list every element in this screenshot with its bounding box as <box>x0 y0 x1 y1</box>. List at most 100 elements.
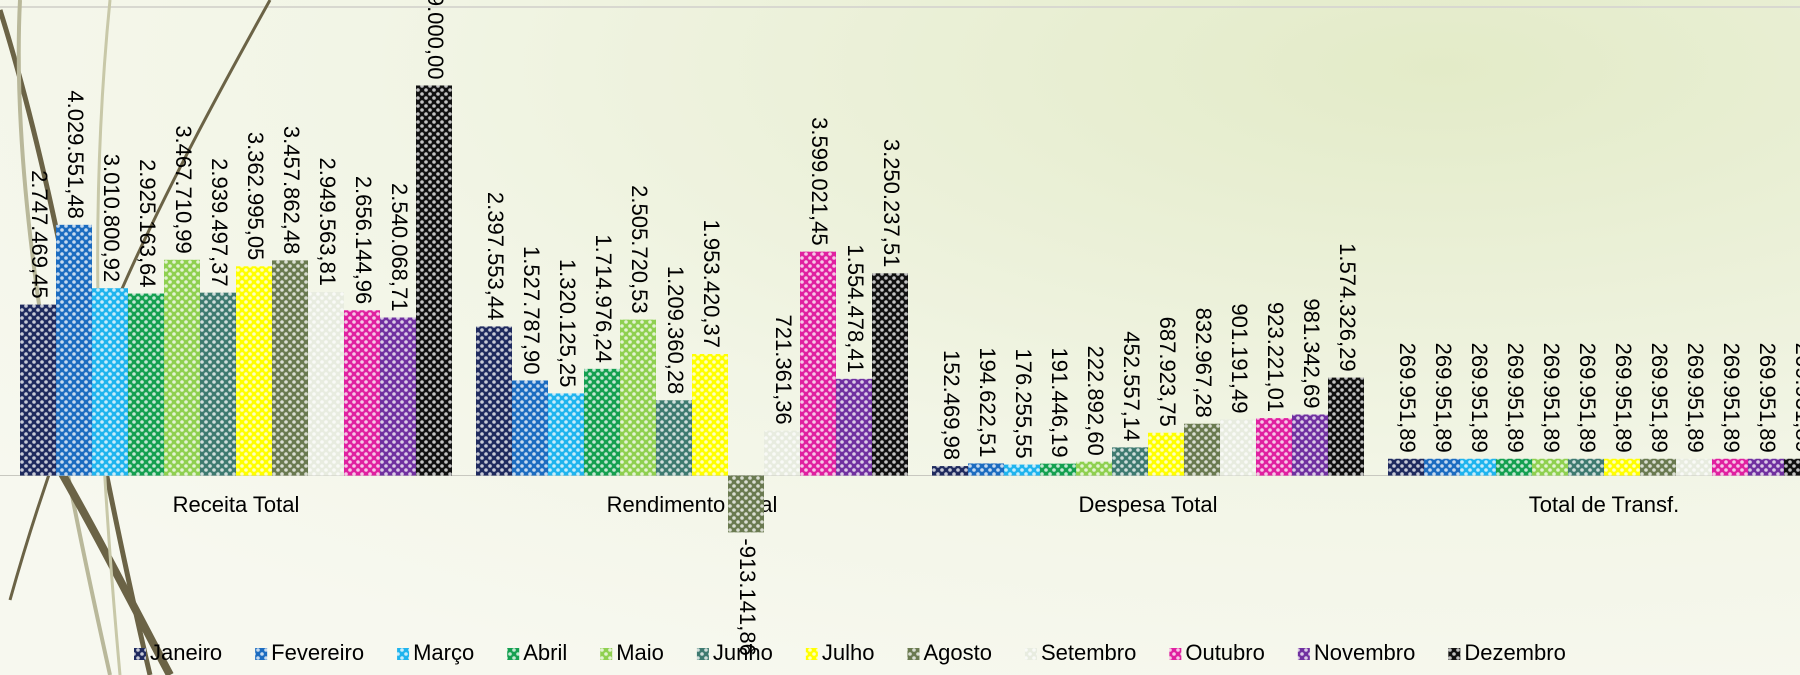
bar <box>1640 458 1676 476</box>
legend-marker <box>507 648 520 660</box>
bar <box>476 326 512 476</box>
bar <box>800 251 836 476</box>
data-label: 269.951,89 <box>1395 343 1420 453</box>
bar <box>1532 458 1568 476</box>
bar <box>92 288 128 476</box>
legend-marker <box>1024 648 1037 660</box>
legend-marker <box>1169 648 1182 660</box>
legend-label: Outubro <box>1185 640 1265 665</box>
data-label: 269.951,89 <box>1791 343 1800 453</box>
legend-marker <box>1448 648 1461 660</box>
bar <box>1328 377 1364 476</box>
bar <box>692 354 728 476</box>
data-label: 2.540.068,71 <box>387 183 412 311</box>
bar <box>1568 458 1604 476</box>
bar <box>1184 423 1220 476</box>
legend-label: Junho <box>713 640 773 665</box>
bar <box>620 319 656 476</box>
bar <box>308 292 344 476</box>
legend-label: Abril <box>523 640 567 665</box>
bar <box>344 310 380 476</box>
legend-marker <box>1297 648 1310 660</box>
legend-label: Setembro <box>1041 640 1136 665</box>
bar <box>1784 458 1800 476</box>
legend-marker <box>397 648 410 660</box>
data-label: -913.141,86 <box>735 538 760 655</box>
data-label: 269.951,89 <box>1467 343 1492 453</box>
bar <box>164 259 200 476</box>
data-label: 222.892,60 <box>1083 346 1108 456</box>
data-label: 1.574.326,29 <box>1335 243 1360 371</box>
data-label: 981.342,69 <box>1299 298 1324 408</box>
data-label: 923.221,01 <box>1263 302 1288 412</box>
bar <box>1004 464 1040 476</box>
data-label: 191.446,19 <box>1047 348 1072 458</box>
data-label: 1.527.787,90 <box>519 246 544 374</box>
bar <box>1424 458 1460 476</box>
bar <box>128 293 164 476</box>
x-tick-label: Total de Transf. <box>1529 492 1679 517</box>
data-label: 3.362.995,05 <box>243 132 268 260</box>
data-label: 2.949.563,81 <box>315 158 340 286</box>
bar <box>1112 447 1148 476</box>
data-label: 832.967,28 <box>1191 308 1216 418</box>
bar <box>512 380 548 476</box>
data-label: 3.467.710,99 <box>171 125 196 253</box>
bar <box>20 304 56 476</box>
bar <box>56 224 92 476</box>
data-label: 2.747.469,45 <box>27 170 52 298</box>
legend-marker <box>134 648 146 660</box>
legend-label: Março <box>413 640 474 665</box>
legend: Janeiro Fevereiro Março Abril Maio Junho Julho… <box>134 640 1566 665</box>
bar <box>1256 418 1292 476</box>
bar <box>272 260 308 476</box>
bar <box>1604 458 1640 476</box>
data-label: 269.951,89 <box>1719 343 1744 453</box>
data-label: 2.939.497,37 <box>207 158 232 286</box>
legend-label: Maio <box>616 640 664 665</box>
bar <box>1148 432 1184 476</box>
data-label: 2.656.144,96 <box>351 176 376 304</box>
bar <box>968 463 1004 476</box>
bar <box>1388 458 1424 476</box>
data-label: 1.209.360,28 <box>663 266 688 394</box>
bar <box>1220 419 1256 476</box>
data-label: 3.010.800,92 <box>99 154 124 282</box>
legend-label: Agosto <box>923 640 992 665</box>
legend-marker <box>255 648 268 660</box>
x-tick-label: Despesa Total <box>1078 492 1217 517</box>
data-label: 3.599.021,45 <box>807 117 832 245</box>
x-tick-label: Receita Total <box>173 492 300 517</box>
data-label: 269.951,89 <box>1647 343 1672 453</box>
data-label: 269.951,89 <box>1503 343 1528 453</box>
legend-label: Fevereiro <box>271 640 364 665</box>
bar <box>1496 458 1532 476</box>
legend-marker <box>805 648 818 660</box>
data-label: 269.951,89 <box>1539 343 1564 453</box>
bar <box>548 393 584 476</box>
data-label: 721.361,36 <box>771 315 796 425</box>
data-label: 3.250.237,51 <box>879 139 904 267</box>
bar <box>872 273 908 476</box>
data-label: 152.469,98 <box>939 350 964 460</box>
data-label: 4.029.551,48 <box>63 90 88 218</box>
data-label: 269.951,89 <box>1755 343 1780 453</box>
data-label: 901.191,49 <box>1227 303 1252 413</box>
data-label: 6.269.000,00 <box>423 0 448 79</box>
data-label: 176.255,55 <box>1011 348 1036 458</box>
bar <box>1040 463 1076 476</box>
data-label: 269.951,89 <box>1575 343 1600 453</box>
bar <box>656 400 692 476</box>
data-label: 2.925.163,64 <box>135 159 160 287</box>
bar <box>764 430 800 476</box>
data-label: 1.953.420,37 <box>699 220 724 348</box>
data-label: 1.714.976,24 <box>591 234 616 362</box>
bar <box>728 475 764 533</box>
data-label: 2.505.720,53 <box>627 185 652 313</box>
bar <box>1292 414 1328 476</box>
bar <box>1676 458 1712 476</box>
bar <box>584 368 620 476</box>
legend-label: Julho <box>822 640 875 665</box>
legend-marker <box>907 648 920 660</box>
